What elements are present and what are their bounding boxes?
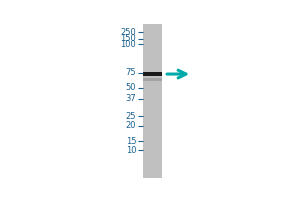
Text: 100: 100 bbox=[121, 40, 136, 49]
Text: 150: 150 bbox=[121, 34, 136, 43]
Text: 20: 20 bbox=[126, 121, 136, 130]
Bar bbox=[143, 24, 162, 178]
Text: 10: 10 bbox=[126, 146, 136, 155]
Text: 75: 75 bbox=[126, 68, 136, 77]
Text: 250: 250 bbox=[121, 28, 136, 37]
Text: 37: 37 bbox=[126, 94, 136, 103]
Text: 25: 25 bbox=[126, 112, 136, 121]
Text: 50: 50 bbox=[126, 83, 136, 92]
Text: 15: 15 bbox=[126, 137, 136, 146]
Bar bbox=[143, 72, 162, 76]
Bar bbox=[143, 78, 162, 81]
